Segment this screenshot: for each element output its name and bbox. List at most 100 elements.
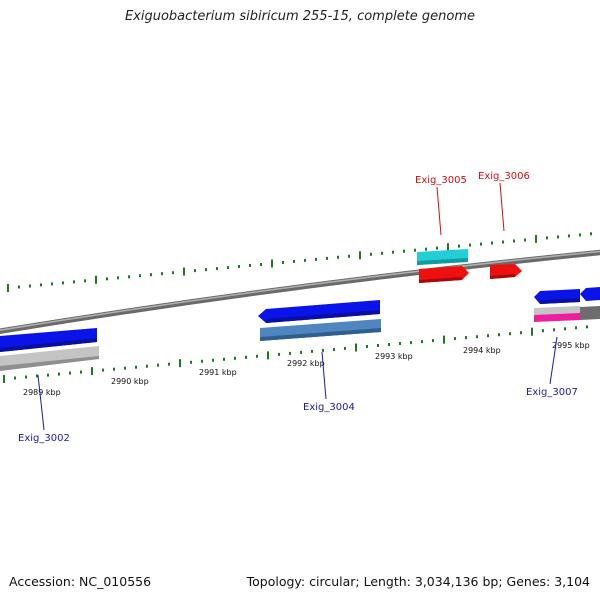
minor-tick [227, 266, 229, 270]
major-tick [183, 267, 185, 276]
minor-tick [557, 235, 559, 239]
minor-tick [168, 362, 170, 366]
minor-tick [278, 352, 280, 356]
minor-tick [498, 333, 500, 337]
minor-tick [194, 269, 196, 273]
scale-label: 2992 kbp [287, 359, 325, 368]
minor-tick [14, 376, 16, 380]
minor-tick [502, 240, 504, 244]
scale-label: 2993 kbp [375, 352, 413, 361]
minor-tick [553, 328, 555, 332]
minor-tick [476, 335, 478, 339]
minor-tick [326, 256, 328, 260]
leader-exig-3005 [436, 186, 442, 236]
gene-arrow-blue-right[interactable] [580, 287, 600, 301]
gene-arrow-exig-3007-shade [540, 298, 580, 304]
minor-tick [579, 233, 581, 237]
gene-label-exig-3005[interactable]: Exig_3005 [415, 175, 467, 186]
minor-tick [29, 284, 31, 288]
gene-label-exig-3006[interactable]: Exig_3006 [478, 171, 530, 182]
minor-tick [366, 345, 368, 348]
minor-tick [465, 336, 467, 340]
minor-tick [172, 271, 174, 275]
gene-arrow-exig-3006-shade [490, 274, 515, 279]
minor-tick [590, 232, 592, 236]
minor-tick [84, 279, 86, 283]
minor-tick [513, 239, 515, 243]
major-tick [95, 275, 97, 284]
minor-tick [337, 255, 339, 259]
minor-tick [150, 273, 152, 277]
minor-tick [509, 332, 511, 336]
gene-arrow-grey[interactable] [0, 346, 99, 369]
minor-tick [106, 277, 108, 281]
minor-tick [399, 342, 401, 345]
minor-tick [381, 251, 383, 255]
gene-label-exig-3004[interactable]: Exig_3004 [303, 402, 355, 413]
minor-tick [293, 259, 295, 263]
major-tick [443, 335, 445, 344]
major-tick [271, 259, 273, 268]
minor-tick [392, 250, 394, 254]
minor-tick [124, 366, 126, 370]
minor-tick [80, 370, 82, 374]
gene-features [0, 249, 600, 371]
major-tick [447, 243, 449, 252]
minor-tick [249, 264, 251, 267]
accession-label: Accession: NC_010556 [9, 574, 152, 589]
major-tick [91, 367, 93, 376]
minor-tick [18, 285, 20, 289]
leader-exig-3007 [549, 336, 558, 385]
minor-tick [304, 258, 306, 262]
minor-tick [348, 254, 350, 258]
minor-tick [568, 234, 570, 238]
minor-tick [238, 265, 240, 268]
major-tick [3, 375, 5, 383]
minor-tick [128, 275, 130, 279]
minor-tick [436, 246, 438, 250]
minor-tick [575, 326, 577, 330]
minor-tick [414, 248, 416, 252]
gene-arrow-darkgrey[interactable] [580, 306, 600, 320]
scale-label: 2989 kbp [23, 388, 61, 397]
major-tick [535, 234, 537, 243]
map-title: Exiguobacterium sibiricum 255-15, comple… [124, 9, 476, 24]
tick-row-upper [7, 232, 592, 292]
minor-tick [47, 373, 49, 377]
minor-tick [289, 351, 291, 355]
minor-tick [403, 249, 405, 253]
minor-tick [256, 354, 258, 358]
gene-label-exig-3007[interactable]: Exig_3007 [526, 387, 578, 398]
minor-tick [146, 364, 148, 368]
label-leaders [37, 182, 558, 431]
minor-tick [69, 371, 71, 375]
leader-exig-3004 [321, 351, 327, 400]
scale-label: 2994 kbp [463, 346, 501, 355]
minor-tick [51, 282, 53, 286]
minor-tick [458, 244, 460, 248]
minor-tick [425, 247, 427, 251]
minor-tick [333, 348, 335, 351]
major-tick [355, 343, 357, 352]
minor-tick [223, 357, 225, 361]
gene-arrow-exig-3004-shade [266, 310, 380, 323]
minor-tick [282, 261, 284, 264]
minor-tick [117, 276, 119, 280]
minor-tick [245, 355, 247, 359]
gene-label-exig-3002[interactable]: Exig_3002 [18, 433, 70, 444]
major-tick [179, 359, 181, 368]
scale-labels: 2989 kbp 2990 kbp 2991 kbp 2992 kbp 2993… [23, 341, 590, 397]
minor-tick [135, 365, 137, 369]
minor-tick [524, 238, 526, 242]
scale-label: 2995 kbp [552, 341, 590, 350]
minor-tick [344, 347, 346, 350]
minor-tick [377, 344, 379, 347]
minor-tick [25, 375, 27, 379]
major-tick [531, 327, 533, 336]
gene-arrow-exig-3005-shade [419, 277, 462, 283]
gene-arrow-magenta[interactable] [534, 313, 580, 322]
leader-exig-3006 [499, 182, 505, 232]
genome-backbone [0, 249, 600, 334]
minor-tick [370, 252, 372, 256]
